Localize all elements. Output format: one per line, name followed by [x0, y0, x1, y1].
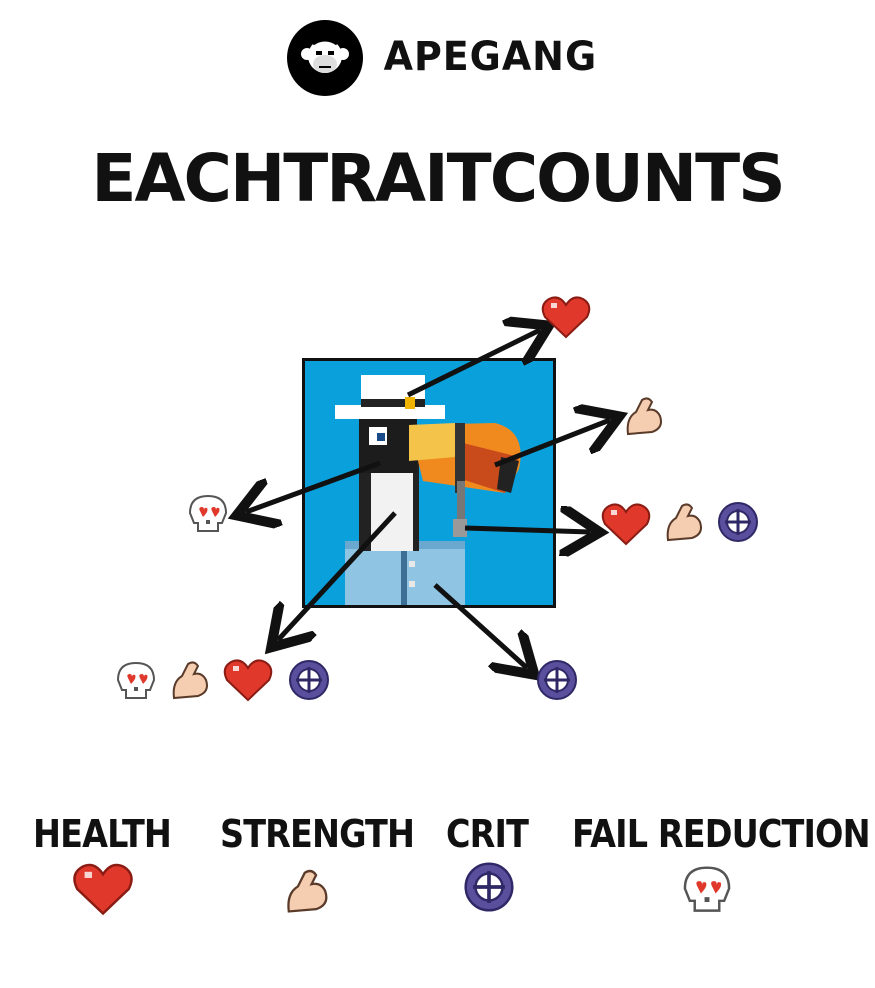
flexed-arm-icon	[282, 866, 332, 916]
toucan-character-icon	[335, 375, 521, 605]
heart-icon	[72, 862, 134, 916]
skull-heart-eyes-icon	[114, 660, 158, 704]
heart-icon	[540, 295, 592, 339]
arrow-hat	[406, 330, 540, 398]
crosshair-icon	[287, 658, 331, 702]
flexed-arm-icon	[622, 394, 666, 438]
skull-heart-eyes-icon	[680, 864, 734, 918]
legend-label-health: HEALTH	[33, 812, 172, 856]
arrow-beak	[494, 420, 610, 468]
skull-heart-eyes-icon	[186, 493, 230, 537]
ape-face-icon	[301, 38, 349, 73]
heart-icon	[222, 658, 274, 702]
crosshair-icon	[462, 860, 516, 914]
arrow-body	[278, 511, 397, 640]
crosshair-icon	[716, 500, 760, 544]
crosshair-icon	[535, 658, 579, 702]
flexed-arm-icon	[168, 658, 212, 702]
flexed-arm-icon	[662, 500, 706, 544]
arrow-clothes	[433, 583, 527, 668]
arrow-eyes	[246, 460, 381, 512]
legend-label-crit: CRIT	[446, 812, 529, 856]
nft-portrait	[302, 358, 556, 608]
arrow-chain	[464, 528, 590, 532]
legend-label-fail-reduction: FAIL REDUCTION	[572, 812, 871, 856]
apegang-logo	[287, 20, 363, 96]
brand-name: APEGANG	[383, 34, 598, 80]
legend-label-strength: STRENGTH	[220, 812, 415, 856]
heart-icon	[600, 502, 652, 546]
page-headline: EACHTRAITCOUNTS	[91, 140, 785, 217]
